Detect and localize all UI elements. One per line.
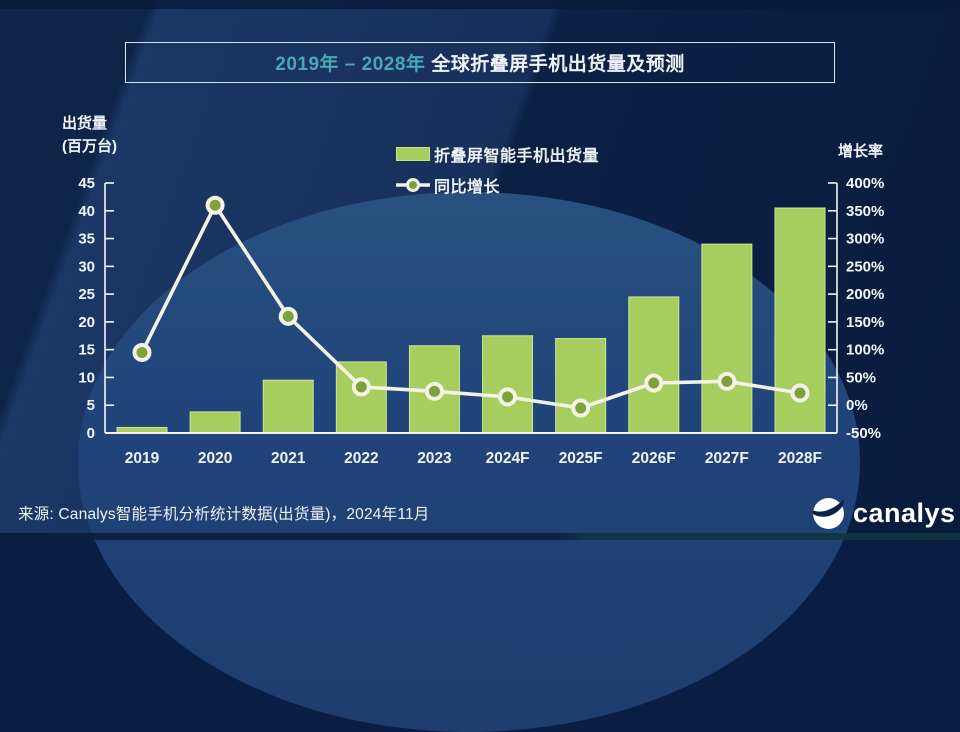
right-axis-title: 增长率 [838, 143, 884, 160]
growth-line [140, 203, 802, 410]
growth-marker-2022 [351, 377, 371, 397]
left-axis-tick-label: 10 [78, 369, 95, 386]
legend-item-bars: 折叠屏智能手机出货量 [396, 142, 599, 166]
right-axis-tick-label: 50% [846, 369, 876, 386]
x-axis-label-2025F: 2025F [559, 450, 603, 467]
x-axis-label-2019: 2019 [125, 450, 160, 467]
bar-2024F [482, 335, 534, 434]
right-axis-tick-label: 400% [846, 175, 884, 192]
canalys-logo-icon [813, 498, 844, 529]
left-axis-tick-label: 40 [78, 203, 95, 220]
combo-chart: 45 40 35 30 25 20 15 10 5 0 400% 350% 300% 250% 200% 15… [78, 175, 884, 467]
canalys-logo: canalys [812, 497, 956, 530]
left-axis-tick-label: 35 [78, 231, 95, 248]
legend-line-label: 同比增长 [434, 179, 501, 196]
growth-marker-2025F [571, 398, 591, 418]
source-note: 来源: Canalys智能手机分析统计数据(出货量)，2024年11月 [18, 506, 430, 523]
chart-title-box: 2019年 – 2028年 全球折叠屏手机出货量及预测 [125, 42, 835, 83]
right-axis-tick-label: 300% [846, 231, 884, 248]
canalys-logo-text: canalys [853, 498, 956, 528]
x-axis-label-2022: 2022 [344, 450, 378, 467]
left-axis-tick-label: 5 [87, 397, 95, 414]
bar-series-swatch-icon [396, 147, 430, 161]
left-axis-title-line2: (百万台) [62, 138, 117, 156]
left-axis-tick-label: 45 [78, 175, 95, 192]
left-axis-title-line1: 出货量 [62, 115, 108, 132]
left-axis-tick-label: 30 [78, 258, 95, 275]
x-axis-label-2027F: 2027F [705, 450, 749, 467]
legend-bars-label: 折叠屏智能手机出货量 [434, 148, 600, 165]
growth-marker-2023 [424, 381, 444, 401]
growth-marker-2028F [790, 383, 810, 403]
background-bottom-strip [0, 533, 960, 540]
right-axis-tick-label: 250% [846, 258, 884, 275]
growth-marker-2019 [132, 342, 152, 362]
background-top-strip [0, 0, 960, 9]
right-axis-tick-label: -50% [846, 425, 881, 442]
x-axis-label-2021: 2021 [271, 450, 306, 467]
right-axis-tick-label: 200% [846, 286, 884, 303]
chart-title-text: 全球折叠屏手机出货量及预测 [425, 54, 685, 75]
right-axis-tick-label: 350% [846, 203, 884, 220]
left-axis-tick-label: 15 [78, 342, 95, 359]
growth-marker-2024F [498, 387, 518, 407]
right-axis-tick-label: 0% [846, 397, 868, 414]
legend: 折叠屏智能手机出货量 同比增长 [396, 142, 599, 197]
right-axis-tick-label: 150% [846, 314, 884, 331]
growth-marker-2021 [278, 306, 298, 326]
bar-2027F [701, 243, 753, 434]
right-axis-tick-label: 100% [846, 342, 884, 359]
bar-2026F [628, 296, 680, 434]
x-axis-label-2028F: 2028F [778, 450, 822, 467]
bar-2025F [555, 338, 607, 434]
growth-marker-2026F [644, 373, 664, 393]
left-axis-tick-label: 20 [78, 314, 95, 331]
x-axis-label-2020: 2020 [198, 450, 232, 467]
bar-2021 [262, 379, 314, 434]
line-series-marker-icon [396, 178, 430, 192]
bar-2020 [189, 411, 241, 434]
bar-2022 [335, 361, 387, 434]
chart-title-year-range: 2019年 – 2028年 [275, 54, 426, 75]
growth-marker-2020 [205, 195, 225, 215]
left-axis-title: 出货量 (百万台) [62, 112, 117, 159]
x-axis-label-2024F: 2024F [486, 450, 530, 467]
left-axis-tick-label: 0 [87, 425, 95, 442]
legend-item-line: 同比增长 [396, 173, 599, 197]
left-axis-tick-label: 25 [78, 286, 95, 303]
x-axis-label-2026F: 2026F [632, 450, 676, 467]
x-axis-label-2023: 2023 [417, 450, 452, 467]
growth-marker-2027F [717, 371, 737, 391]
